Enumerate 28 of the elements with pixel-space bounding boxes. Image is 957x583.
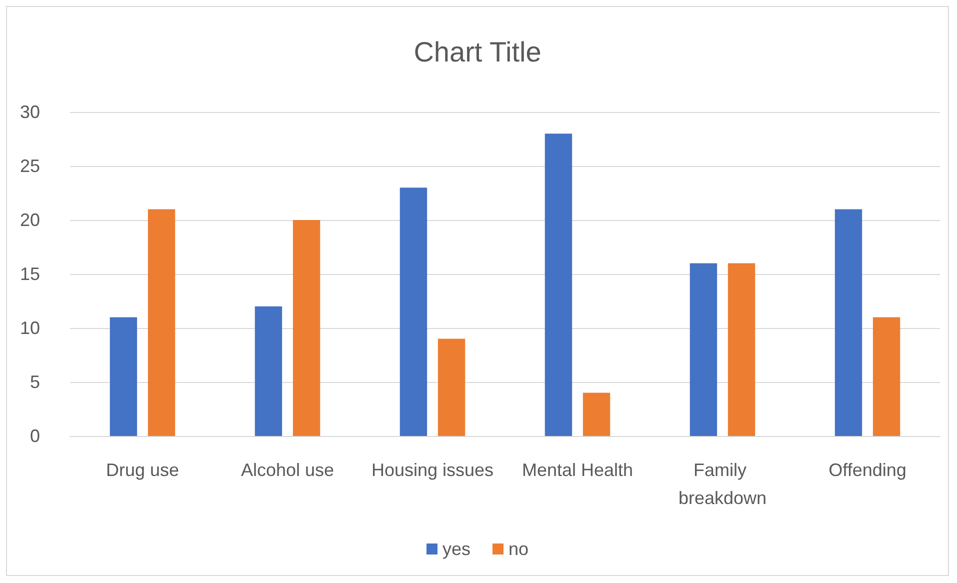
x-tick-label: Offending	[828, 460, 906, 480]
bar	[400, 188, 428, 436]
y-tick-label: 0	[30, 426, 40, 446]
bar	[110, 317, 138, 436]
y-tick-label: 5	[30, 372, 40, 392]
bar	[872, 317, 900, 436]
bar	[728, 263, 756, 436]
legend-label: yes	[442, 539, 470, 559]
x-tick-label: Housing issues	[371, 460, 494, 480]
y-tick-label: 20	[20, 210, 40, 230]
bar	[544, 134, 572, 436]
y-tick-label: 30	[20, 102, 40, 122]
bar	[582, 392, 610, 436]
y-tick-label: 10	[20, 318, 40, 338]
y-tick-label: 25	[20, 156, 40, 176]
bar	[834, 209, 862, 436]
bar	[690, 263, 718, 436]
chart-title: Chart Title	[414, 36, 542, 68]
legend-label: no	[508, 539, 529, 559]
bar	[292, 220, 320, 436]
bar	[438, 338, 466, 436]
x-tick-label: Drug use	[106, 460, 180, 480]
bar	[148, 209, 176, 436]
x-tick-label: Alcohol use	[240, 460, 334, 480]
bar	[254, 306, 282, 436]
y-tick-label: 15	[20, 264, 40, 284]
x-tick-label: Mental Health	[522, 460, 634, 480]
x-tick-label: Family breakdown	[678, 460, 767, 508]
